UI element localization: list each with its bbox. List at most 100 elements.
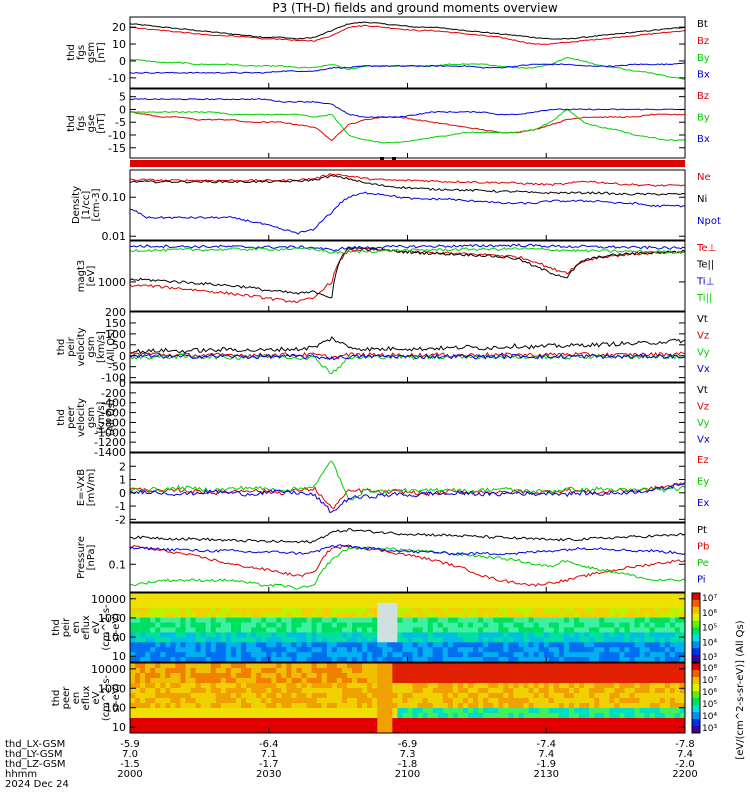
spectrogram-cell (266, 632, 272, 638)
spectrogram-cell (478, 657, 484, 663)
spectrogram-cell (180, 627, 186, 633)
spectrogram-cell (629, 703, 636, 709)
spectrogram-cell (563, 723, 570, 729)
spectrogram-cell (533, 597, 540, 604)
spectrogram-cell (679, 698, 686, 704)
spectrogram-cell (604, 708, 610, 714)
spectrogram-cell (508, 698, 514, 704)
spectrogram-cell (200, 647, 207, 653)
spectrogram-cell (150, 688, 156, 694)
spectrogram-cell (634, 723, 641, 729)
spectrogram-cell (230, 593, 237, 599)
spectrogram-cell (427, 657, 434, 663)
spectrogram-cell (326, 698, 333, 704)
spectrogram-cell (220, 627, 227, 633)
spectrogram-cell (180, 612, 186, 619)
spectrogram-cell (352, 693, 358, 699)
spectrogram-cell (523, 622, 530, 628)
spectrogram-cell (523, 678, 530, 684)
spectrogram-cell (246, 657, 252, 663)
spectrogram-cell (205, 718, 212, 724)
spectrogram-cell (432, 678, 439, 684)
spectrogram-cell (225, 708, 232, 714)
spectrogram-cell (629, 593, 636, 599)
spectrogram-cell (407, 718, 414, 724)
spectrogram-cell (644, 708, 651, 714)
spectrogram-cell (387, 657, 393, 663)
spectrogram-cell (634, 627, 641, 633)
spectrogram-cell (523, 688, 530, 694)
spectrogram-cell (256, 642, 262, 648)
spectrogram-cell (548, 622, 555, 628)
spectrogram-cell (397, 693, 403, 699)
spectrogram-cell (377, 668, 383, 674)
y-tick-label: -1000 (94, 426, 126, 439)
spectrogram-cell (155, 688, 161, 694)
spectrogram-cell (135, 703, 141, 709)
spectrogram-cell (402, 647, 408, 653)
spectrogram-cell (538, 678, 545, 684)
y-axis-label-line: velocity (76, 327, 87, 366)
colorbar-peir-stop (692, 593, 700, 601)
spectrogram-cell (331, 597, 338, 604)
spectrogram-cell (478, 713, 484, 719)
spectrogram-cell (447, 703, 454, 709)
spectrogram-cell (246, 642, 252, 648)
spectrogram-cell (200, 637, 207, 643)
spectrogram-cell (639, 673, 646, 679)
spectrogram-cell (387, 663, 393, 669)
spectrogram-cell (553, 718, 560, 724)
spectrogram-cell (533, 683, 540, 689)
spectrogram-cell (321, 723, 328, 729)
spectrogram-cell (589, 617, 595, 624)
spectrogram-cell (508, 693, 514, 699)
spectrogram-cell (316, 632, 323, 638)
spectrogram-cell (276, 663, 282, 669)
spectrogram-cell (594, 703, 600, 709)
quality-flag-bar (130, 157, 685, 167)
spectrogram-cell (291, 622, 297, 628)
spectrogram-cell (518, 617, 525, 624)
spectrogram-cell (664, 663, 671, 669)
spectrogram-cell (442, 728, 449, 734)
spectrogram-cell (558, 602, 565, 609)
spectrogram-cell (488, 637, 494, 643)
spectrogram-cell (619, 723, 625, 729)
spectrogram-cell (674, 728, 681, 734)
spectrogram-cell (160, 683, 166, 689)
spectrogram-cell (362, 632, 368, 638)
spectrogram-cell (261, 627, 267, 633)
spectrogram-cell (563, 602, 570, 609)
spectrogram-cell (331, 647, 338, 653)
spectrogram-cell (241, 673, 247, 679)
spectrogram-cell (195, 607, 202, 614)
spectrogram-cell (513, 723, 519, 729)
spectrogram-cell (563, 607, 570, 614)
spectrogram-cell (220, 698, 227, 704)
spectrogram-cell (674, 627, 681, 633)
spectrogram-cell (205, 647, 212, 653)
spectrogram-cell (568, 602, 575, 609)
spectrogram-cell (296, 718, 303, 724)
spectrogram-cell (281, 688, 287, 694)
spectrogram-cell (281, 663, 287, 669)
colorbar-peer-stop (692, 663, 700, 671)
spectrogram-cell (230, 612, 237, 619)
colorbar-peer-stop (692, 677, 700, 685)
spectrogram-cell (326, 602, 333, 609)
spectrogram-cell (175, 627, 181, 633)
spectrogram-cell (417, 612, 424, 619)
spectrogram-cell (624, 698, 630, 704)
spectrogram-cell (190, 637, 197, 643)
spectrogram-cell (679, 622, 686, 628)
spectrogram-cell (336, 703, 343, 709)
spectrogram-cell (301, 652, 308, 658)
spectrogram-cell (604, 602, 610, 609)
series-line-Npot (129, 191, 685, 235)
spectrogram-cell (574, 627, 580, 633)
spectrogram-cell (528, 652, 535, 658)
spectrogram-cell (568, 693, 575, 699)
spectrogram-cell (387, 713, 393, 719)
spectrogram-cell (634, 632, 641, 638)
spectrogram-cell (210, 688, 217, 694)
